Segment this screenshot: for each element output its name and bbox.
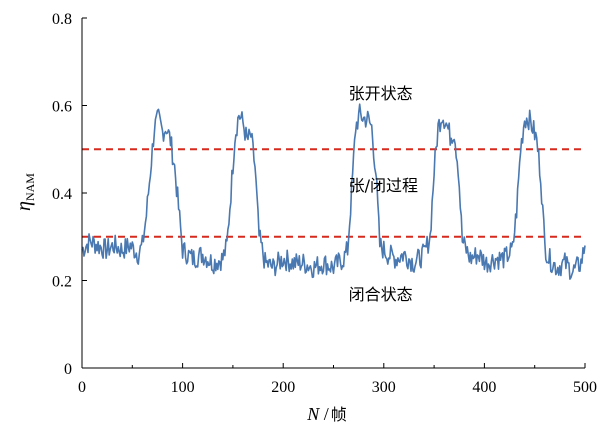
y-tick-label: 0.6: [52, 99, 72, 116]
threshold-lines: [82, 148, 585, 238]
svg-text:ηNAM: ηNAM: [13, 173, 37, 211]
axes: 0 100 200 300 400 500 0 0.2 0.4 0.6 0.8: [52, 11, 597, 396]
y-axis-sub: NAM: [23, 173, 37, 201]
y-tick-label: 0: [64, 361, 72, 378]
x-axis-unit: 帧: [331, 405, 347, 424]
x-tick-label: 500: [573, 379, 597, 396]
annotation-label: 张开状态: [349, 84, 413, 103]
x-axis-var: N: [306, 404, 320, 424]
annotation-label: 张/闭过程: [349, 176, 418, 195]
x-tick-label: 300: [372, 379, 396, 396]
x-axis-sep: /: [319, 404, 329, 424]
x-tick-label: 100: [171, 379, 195, 396]
y-axis-title: ηNAM: [13, 173, 37, 211]
series-layer: [81, 103, 586, 280]
annotation-label: 闭合状态: [349, 285, 413, 304]
x-tick-label: 200: [271, 379, 295, 396]
y-axis-var: η: [13, 201, 35, 211]
x-tick-label: 400: [472, 379, 496, 396]
y-tick-label: 0.4: [52, 186, 72, 203]
x-tick-label: 0: [78, 379, 86, 396]
y-tick-label: 0.8: [52, 11, 72, 28]
series-line: [81, 103, 586, 280]
x-axis-title: N / 帧: [306, 404, 347, 424]
y-tick-label: 0.2: [52, 274, 72, 291]
